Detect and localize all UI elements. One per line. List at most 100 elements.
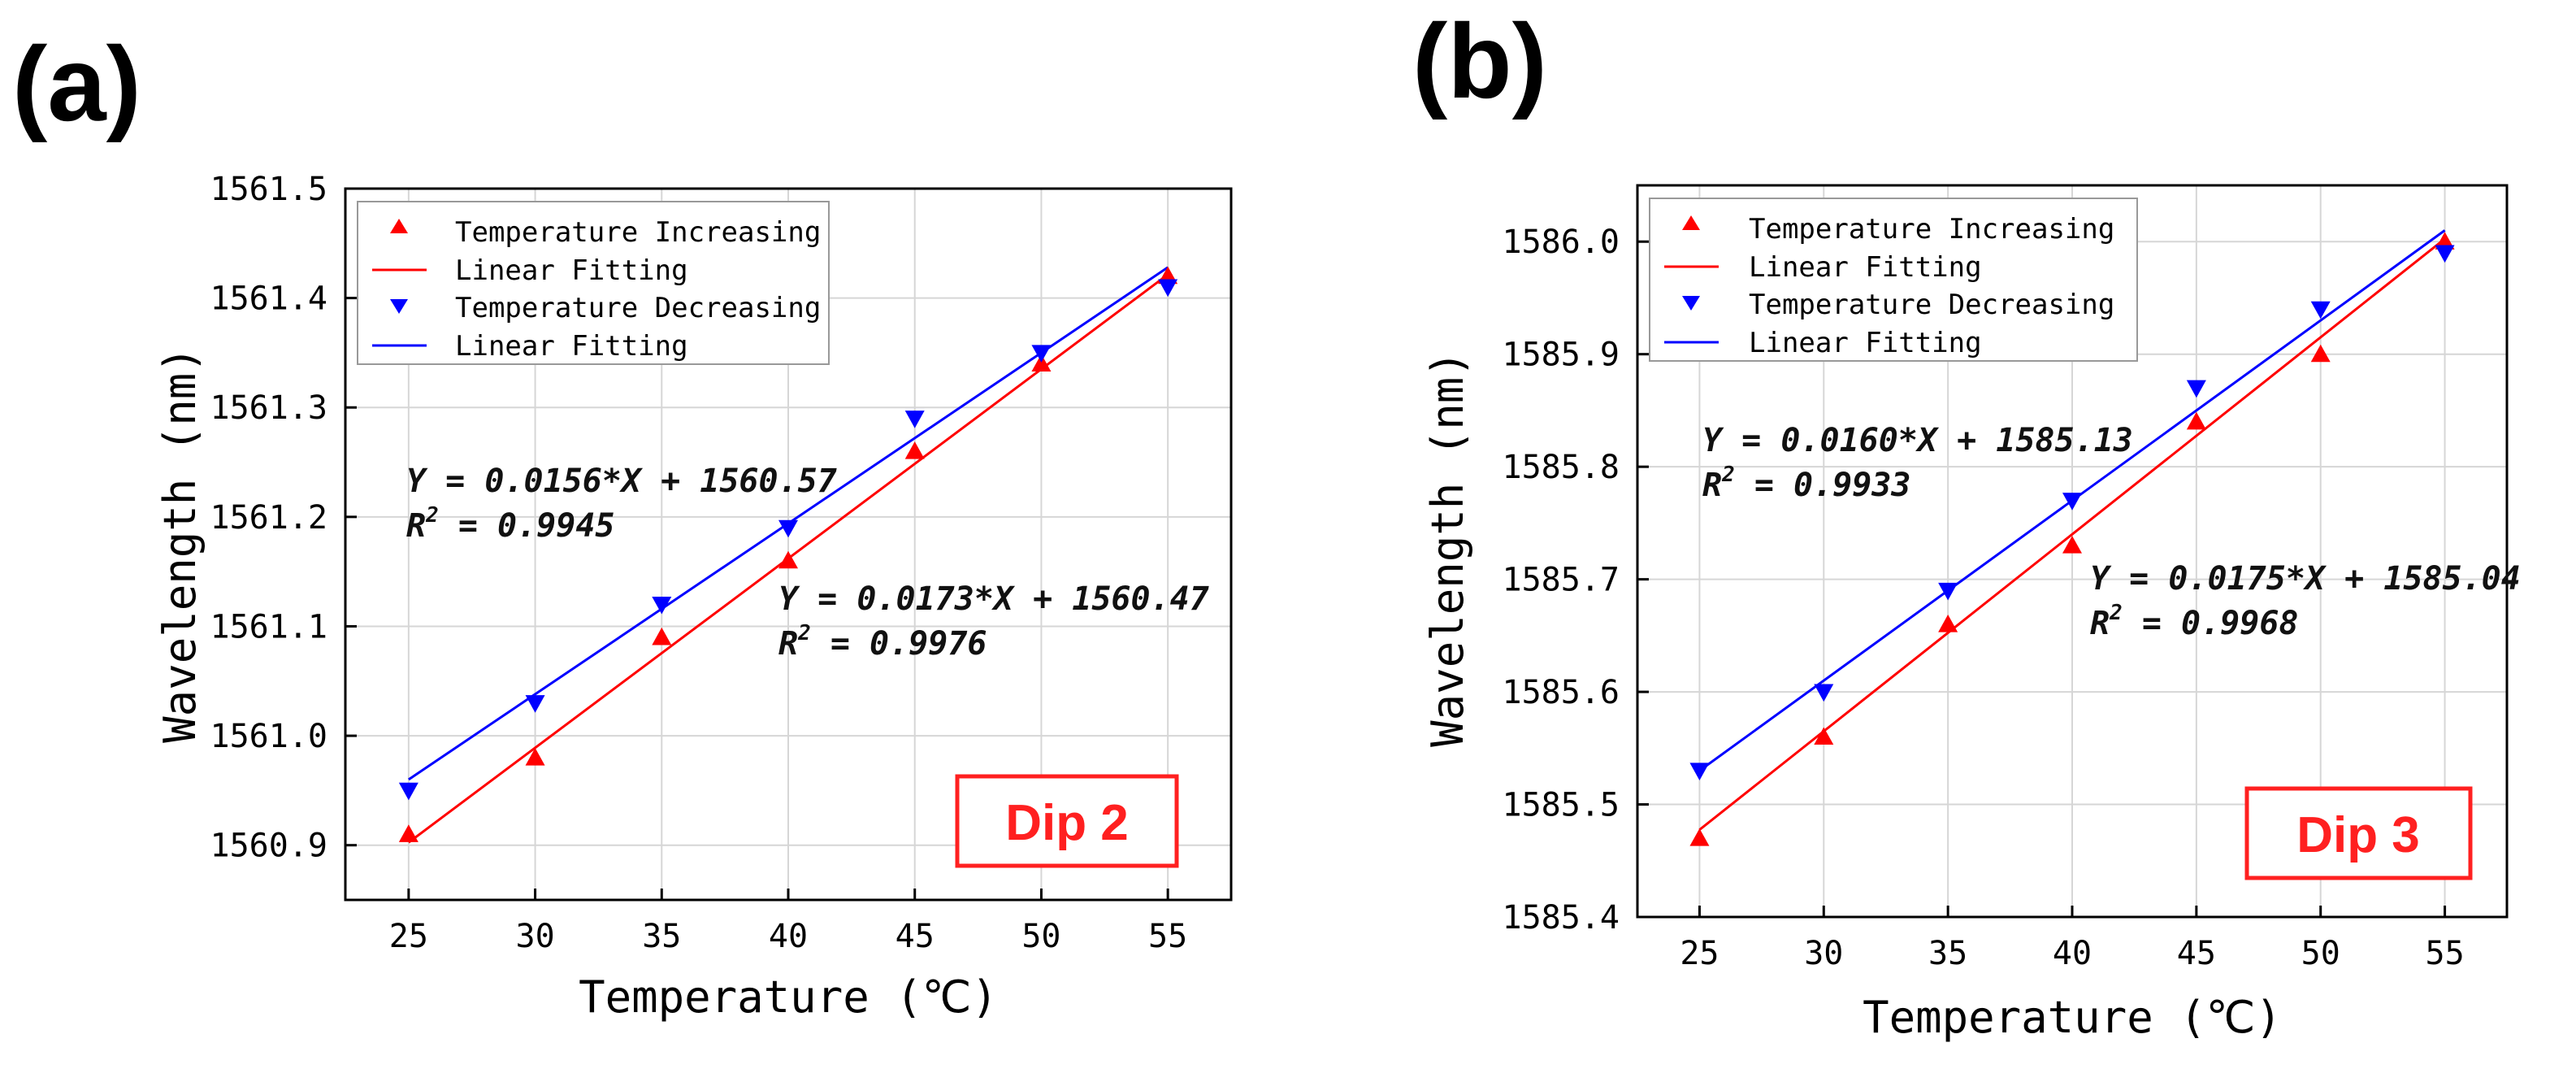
data-point-decreasing-a xyxy=(904,411,925,428)
x-tick-label-b: 35 xyxy=(1928,935,1967,972)
legend-label-increasing-fit-a: Linear Fitting xyxy=(455,254,688,287)
x-tick-label-a: 35 xyxy=(642,918,681,955)
legend-label-decreasing-b: Temperature Decreasing xyxy=(1749,289,2114,321)
y-tick-label-b: 1585.6 xyxy=(1503,674,1620,711)
data-point-decreasing-b xyxy=(1938,582,1958,601)
data-point-decreasing-b xyxy=(2062,493,2082,511)
y-tick-label-b: 1585.7 xyxy=(1503,562,1620,599)
x-tick-label-a: 55 xyxy=(1148,918,1187,955)
data-point-increasing-a xyxy=(525,748,545,766)
y-tick-label-b: 1585.9 xyxy=(1503,337,1620,374)
legend-label-decreasing-fit-a: Linear Fitting xyxy=(455,330,688,363)
legend-marker-decreasing-b xyxy=(1682,296,1700,311)
legend-marker-increasing-a xyxy=(390,219,408,233)
ticks-b xyxy=(1637,240,2447,919)
y-tick-label-a: 1561.4 xyxy=(210,280,328,318)
data-point-increasing-a xyxy=(904,441,925,459)
data-point-increasing-b xyxy=(1689,828,1710,846)
equation-decreasing-a: Y = 0.0156*X + 1560.57 R2 = 0.9945 xyxy=(406,463,837,545)
data-point-increasing-b xyxy=(1814,727,1834,745)
equation-line-increasing-b: Y = 0.0175*X + 1585.04 xyxy=(2090,560,2521,598)
dip-badge-box-a xyxy=(955,774,1179,868)
x-tick-label-a: 30 xyxy=(515,918,554,955)
data-point-decreasing-a xyxy=(398,782,418,801)
equation-decreasing-b: Y = 0.0160*X + 1585.13 R2 = 0.9933 xyxy=(1702,422,2133,504)
data-point-increasing-b xyxy=(2062,536,2082,554)
legend-box-a xyxy=(357,201,830,365)
equation-line-decreasing-b: Y = 0.0160*X + 1585.13 xyxy=(1702,422,2133,459)
x-tick-label-b: 55 xyxy=(2425,935,2464,972)
y-tick-label-a: 1561.0 xyxy=(210,718,328,755)
legend-label-increasing-a: Temperature Increasing xyxy=(455,216,821,249)
dip-badge-a: Dip 2 xyxy=(955,774,1179,868)
y-tick-labels-a: 1560.9 1561.0 1561.1 1561.2 1561.3 1561.4 1561… xyxy=(210,171,328,865)
x-tick-labels-b: 25 30 35 40 45 50 55 xyxy=(1680,935,2464,972)
legend-a: Temperature Increasing Linear Fitting Te… xyxy=(357,201,830,365)
y-axis-label-a: Wavelength (nm) xyxy=(154,346,206,743)
legend-label-increasing-fit-b: Linear Fitting xyxy=(1749,251,1982,284)
data-point-increasing-a xyxy=(1031,354,1052,372)
data-point-increasing-b xyxy=(2310,344,2331,363)
r-squared-decreasing-b: R2 = 0.9933 xyxy=(1702,463,1911,504)
x-tick-label-a: 45 xyxy=(896,918,935,955)
y-tick-label-a: 1561.1 xyxy=(210,608,328,645)
x-tick-label-b: 45 xyxy=(2177,935,2216,972)
r-squared-increasing-a: R2 = 0.9976 xyxy=(778,621,987,663)
data-point-decreasing-a xyxy=(1031,345,1052,363)
equation-increasing-a: Y = 0.0173*X + 1560.47 R2 = 0.9976 xyxy=(778,580,1209,663)
chart-panel-a: 25 30 35 40 45 50 55 1560.91561.01561.11561.21… xyxy=(154,171,1233,1023)
y-tick-label-a: 1561.5 xyxy=(210,171,328,208)
x-tick-labels-a: 25 30 35 40 45 50 55 xyxy=(389,918,1187,955)
x-tick-label-b: 25 xyxy=(1680,935,1719,972)
data-point-decreasing-b xyxy=(2186,380,2206,398)
data-point-decreasing-b xyxy=(2310,301,2331,319)
y-tick-label-b: 1586.0 xyxy=(1503,224,1620,261)
r-squared-decreasing-a: R2 = 0.9945 xyxy=(406,503,615,545)
data-markers-a xyxy=(398,266,1178,842)
legend-label-decreasing-fit-b: Linear Fitting xyxy=(1749,327,1982,359)
data-point-increasing-a xyxy=(398,824,418,842)
r-squared-increasing-b: R2 = 0.9968 xyxy=(2090,601,2299,642)
panel-label-a: (a) xyxy=(12,24,141,143)
data-point-increasing-b xyxy=(1938,615,1958,632)
data-point-decreasing-a xyxy=(525,695,545,713)
data-point-increasing-b xyxy=(2186,411,2206,430)
legend-label-increasing-b: Temperature Increasing xyxy=(1749,213,2114,246)
x-tick-label-b: 50 xyxy=(2301,935,2340,972)
chart-panel-b: 25 30 35 40 45 50 55 1585.41585.51585.61585.71… xyxy=(1422,184,2521,1043)
ticks-a xyxy=(345,187,1169,900)
legend-box-b xyxy=(1649,198,2138,362)
x-tick-label-b: 40 xyxy=(2053,935,2092,972)
x-tick-label-a: 25 xyxy=(389,918,428,955)
x-axis-label-b: Temperature (℃) xyxy=(1863,992,2282,1043)
data-point-decreasing-a xyxy=(778,519,798,538)
dip-badge-label-b: Dip 3 xyxy=(2296,807,2420,863)
y-tick-label-a: 1561.2 xyxy=(210,499,328,537)
equation-increasing-b: Y = 0.0175*X + 1585.04 R2 = 0.9968 xyxy=(2090,560,2521,642)
y-tick-labels-b: 1585.4 1585.5 1585.6 1585.7 1585.8 1585.9 1586… xyxy=(1503,224,1620,936)
y-tick-label-a: 1561.3 xyxy=(210,389,328,427)
dip-badge-box-b xyxy=(2244,786,2473,880)
x-tick-label-a: 40 xyxy=(769,918,808,955)
y-tick-label-b: 1585.8 xyxy=(1503,449,1620,486)
data-point-increasing-a xyxy=(652,627,672,645)
dip-badge-label-a: Dip 2 xyxy=(1005,795,1129,851)
y-tick-label-b: 1585.5 xyxy=(1503,787,1620,824)
panel-label-b: (b) xyxy=(1412,2,1547,120)
y-tick-label-a: 1560.9 xyxy=(210,828,328,865)
x-axis-label-a: Temperature (℃) xyxy=(579,971,998,1023)
x-tick-label-b: 30 xyxy=(1804,935,1843,972)
legend-marker-decreasing-a xyxy=(390,299,408,314)
x-tick-label-a: 50 xyxy=(1021,918,1060,955)
legend-b: Temperature Increasing Linear Fitting Te… xyxy=(1649,198,2138,362)
data-point-decreasing-a xyxy=(652,596,672,615)
y-axis-label-b: Wavelength (nm) xyxy=(1422,350,1473,747)
legend-label-decreasing-a: Temperature Decreasing xyxy=(455,292,821,324)
data-point-decreasing-b xyxy=(1814,684,1834,702)
data-markers-b xyxy=(1689,232,2455,846)
data-point-increasing-b xyxy=(2435,232,2455,250)
y-tick-label-b: 1585.4 xyxy=(1503,899,1620,936)
data-point-decreasing-b xyxy=(1689,763,1710,780)
data-point-increasing-a xyxy=(778,550,798,569)
